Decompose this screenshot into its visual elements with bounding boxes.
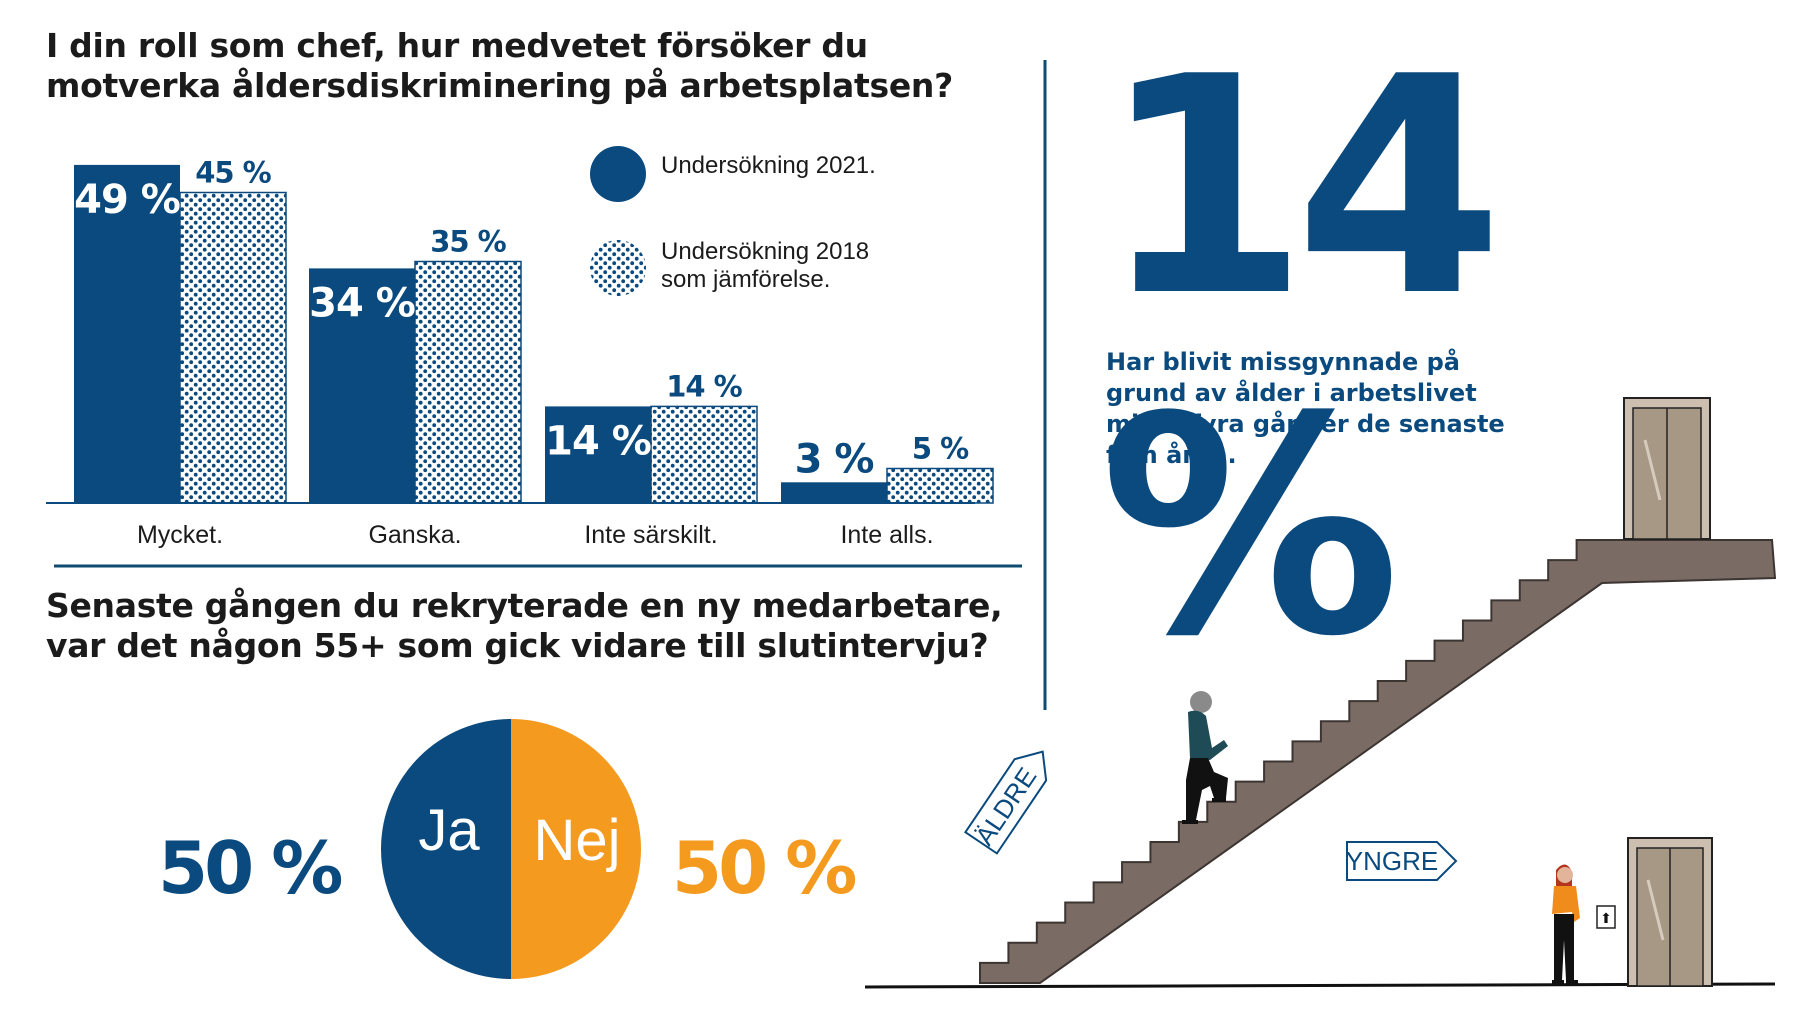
category-label-1: Ganska. <box>368 521 461 549</box>
bar-2021-label-0: 49 % <box>74 177 180 223</box>
elevator-bottom: ⬆ <box>1596 837 1713 987</box>
up-arrow-icon: ⬆ <box>1600 910 1612 926</box>
bar-2021-label-1: 34 % <box>309 280 415 326</box>
bar-2021-label-3: 3 % <box>795 436 874 482</box>
legend-swatch-2021 <box>590 146 646 202</box>
question-1-title-line1: I din roll som chef, hur medvetet försök… <box>46 26 868 65</box>
legend-label-2018: Undersökning 2018 som jämförelse. <box>661 238 876 293</box>
bar-2021-label-2: 14 % <box>545 418 651 464</box>
sign-yngre-label: YNGRE <box>1346 846 1438 876</box>
pie-label-nej: Nej <box>533 808 620 873</box>
highlight-description-line4: fem åren. <box>1106 441 1237 469</box>
pie-value-nej: 50 % <box>672 826 857 910</box>
pie-label-ja: Ja <box>418 798 480 863</box>
ground-line <box>864 982 1776 989</box>
question-2-title: Senaste gången du rekryterade en ny meda… <box>46 586 1003 666</box>
highlight-description-line1: Har blivit missgynnade på <box>1106 348 1460 376</box>
legend-label-2018-line1: Undersökning 2018 <box>661 238 869 265</box>
elevator-top <box>1623 397 1711 540</box>
highlight-description-line2: grund av ålder i arbetslivet <box>1106 379 1477 407</box>
highlight-percentage: 14 % <box>1100 13 1503 702</box>
stairs-illustration: ⬆ ÄLDRE YNGRE <box>864 397 1777 989</box>
bar-2018-2 <box>650 405 758 504</box>
question-1-title-line2: motverka åldersdiskriminering på arbetsp… <box>46 66 953 105</box>
bar-2018-label-1: 35 % <box>430 225 506 259</box>
category-label-3: Inte alls. <box>840 521 933 549</box>
bar-2021-1 <box>309 268 415 503</box>
bar-2018-label-0: 45 % <box>195 156 271 190</box>
category-label-0: Mycket. <box>137 521 223 549</box>
bar-2018-0 <box>179 191 287 504</box>
pie-slice-ja <box>381 719 511 979</box>
question-2-title-line1: Senaste gången du rekryterade en ny meda… <box>46 586 1003 625</box>
sign-yngre: YNGRE <box>1346 841 1458 881</box>
bar-2021-2 <box>545 406 651 503</box>
bar-2021-0 <box>74 164 180 503</box>
highlight-description: Har blivit missgynnade på grund av ålder… <box>1106 347 1505 471</box>
legend-swatch-2018 <box>590 240 646 296</box>
question-2-title-line2: var det någon 55+ som gick vidare till s… <box>46 626 989 665</box>
pie-value-ja: 50 % <box>158 826 343 910</box>
pie-chart: Ja Nej <box>381 719 641 979</box>
bar-2018-label-2: 14 % <box>666 369 742 403</box>
bar-2018-3 <box>886 467 994 504</box>
pie-slice-nej <box>511 719 641 979</box>
legend-label-2018-line2: som jämförelse. <box>661 266 830 293</box>
bar-chart: 49 % 45 % 34 % 35 % 14 % 14 % 3 % 5 % <box>74 156 994 504</box>
legend-label-2021: Undersökning 2021. <box>661 152 876 179</box>
bar-2018-label-3: 5 % <box>912 432 969 466</box>
staircase <box>979 539 1777 984</box>
question-1-title: I din roll som chef, hur medvetet försök… <box>46 26 953 106</box>
category-labels: Mycket. Ganska. Inte särskilt. Inte alls. <box>137 521 934 549</box>
legend: Undersökning 2021. Undersökning 2018 som… <box>590 146 876 296</box>
category-label-2: Inte särskilt. <box>584 521 717 549</box>
bar-2018-1 <box>414 260 522 504</box>
sign-aldre: ÄLDRE <box>964 750 1048 855</box>
older-person-figure <box>1182 691 1228 824</box>
highlight-description-line3: minst fyra gånger de senaste <box>1106 410 1505 438</box>
bar-2021-3 <box>781 482 887 503</box>
elevator-call-button <box>1596 905 1616 929</box>
younger-person-figure <box>1552 864 1580 984</box>
